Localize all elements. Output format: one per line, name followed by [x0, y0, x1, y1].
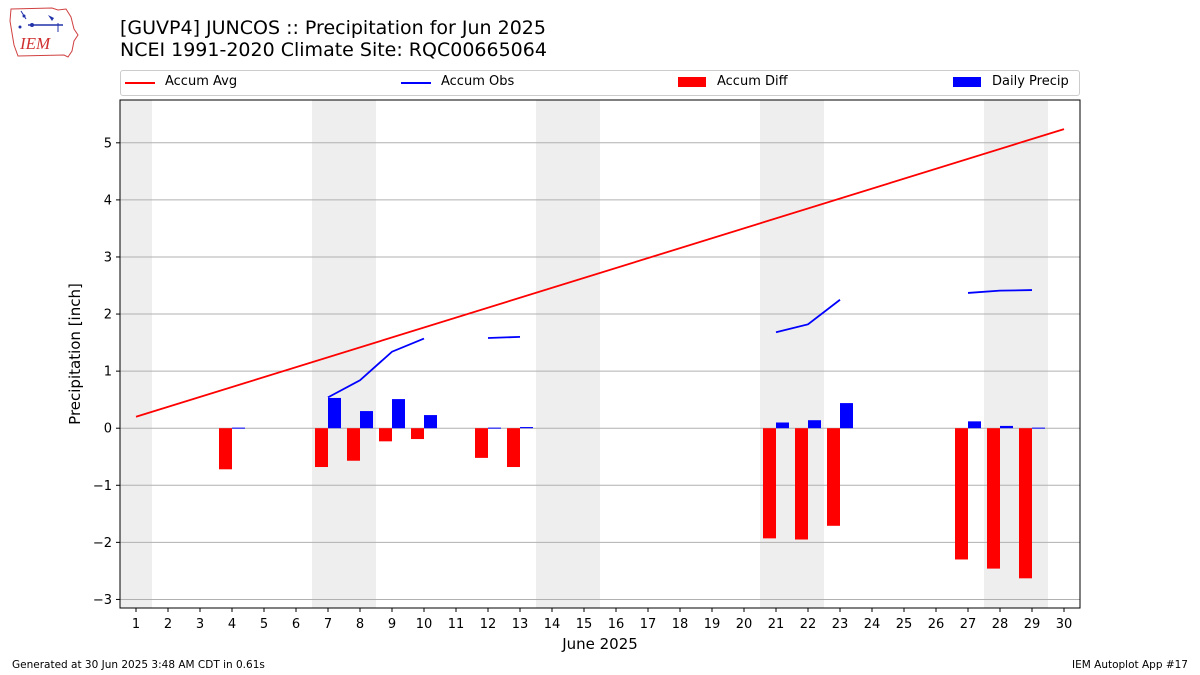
- accum-obs-line: [967, 289, 1033, 294]
- title-line-2: NCEI 1991-2020 Climate Site: RQC00665064: [120, 39, 547, 61]
- weekend-shade: [344, 100, 376, 608]
- accum-diff-bar: [987, 428, 1000, 569]
- weekend-shade: [568, 100, 600, 608]
- legend-swatch-accum-obs: [401, 82, 431, 84]
- footer-app: IEM Autoplot App #17: [1072, 659, 1188, 671]
- plot-frame: [119, 99, 1081, 609]
- x-tick-label: 25: [896, 617, 913, 632]
- x-tick-label: 14: [544, 617, 561, 632]
- accum-diff-bar: [795, 428, 808, 540]
- x-tick-label: 4: [228, 617, 236, 632]
- accum-obs-line: [775, 299, 841, 334]
- x-tick-label: 1: [132, 617, 140, 632]
- x-tick-label: 6: [292, 617, 300, 632]
- y-axis-label: Precipitation [inch]: [66, 283, 84, 425]
- x-tick-label: 10: [416, 617, 433, 632]
- accum-diff-bar: [475, 428, 488, 458]
- daily-precip-bar: [1032, 427, 1045, 429]
- y-tick-label: 4: [104, 193, 112, 208]
- accum-diff-bar: [411, 428, 424, 440]
- x-tick-label: 16: [608, 617, 625, 632]
- x-tick-label: 11: [448, 617, 465, 632]
- daily-precip-bar: [520, 427, 533, 429]
- daily-precip-bar: [232, 427, 245, 429]
- daily-precip-bar: [776, 422, 789, 429]
- x-tick-label: 5: [260, 617, 268, 632]
- x-tick-label: 21: [768, 617, 785, 632]
- accum-diff-bar: [1019, 428, 1032, 579]
- legend-swatch-accum-diff: [678, 77, 706, 87]
- y-tick-label: −3: [93, 593, 112, 608]
- x-tick-label: 26: [928, 617, 945, 632]
- accum-diff-bar: [955, 428, 968, 560]
- x-tick-label: 30: [1056, 617, 1073, 632]
- x-tick-label: 7: [324, 617, 332, 632]
- x-tick-label: 12: [480, 617, 497, 632]
- accum-avg-line: [135, 128, 1065, 418]
- legend-label-accum-avg: Accum Avg: [165, 74, 238, 89]
- y-tick-label: 1: [104, 365, 112, 380]
- legend-label-daily-precip: Daily Precip: [992, 74, 1069, 89]
- daily-precip-bar: [1000, 425, 1013, 429]
- daily-precip-bar: [840, 403, 853, 429]
- y-tick-label: 0: [104, 422, 112, 437]
- x-tick-label: 22: [800, 617, 817, 632]
- title-line-1: [GUVP4] JUNCOS :: Precipitation for Jun …: [120, 17, 546, 39]
- accum-diff-bar: [219, 428, 232, 470]
- x-tick-label: 28: [992, 617, 1009, 632]
- daily-precip-bar: [392, 399, 405, 429]
- legend: Accum Avg Accum Obs Accum Diff Daily Pre…: [120, 70, 1080, 96]
- y-tick-label: −1: [93, 479, 112, 494]
- legend-swatch-accum-avg: [125, 82, 155, 84]
- accum-diff-bar: [827, 428, 840, 526]
- x-tick-label: 13: [512, 617, 529, 632]
- x-tick-label: 18: [672, 617, 689, 632]
- daily-precip-bar: [488, 427, 501, 429]
- x-tick-label: 17: [640, 617, 657, 632]
- x-tick-label: 15: [576, 617, 593, 632]
- accum-diff-bar: [763, 428, 776, 539]
- legend-label-accum-diff: Accum Diff: [717, 74, 788, 89]
- legend-swatch-daily-precip: [953, 77, 981, 87]
- x-tick-label: 20: [736, 617, 753, 632]
- y-tick-label: 5: [104, 136, 112, 151]
- accum-obs-line: [327, 337, 425, 399]
- x-tick-label: 19: [704, 617, 721, 632]
- x-tick-label: 3: [196, 617, 204, 632]
- x-tick-label: 27: [960, 617, 977, 632]
- x-tick-label: 29: [1024, 617, 1041, 632]
- daily-precip-bar: [360, 411, 373, 429]
- daily-precip-bar: [968, 421, 981, 429]
- accum-diff-bar: [507, 428, 520, 468]
- footer-generated: Generated at 30 Jun 2025 3:48 AM CDT in …: [12, 659, 265, 671]
- iem-logo: IEM: [9, 7, 79, 58]
- weekend-shade: [120, 100, 152, 608]
- x-tick-label: 9: [388, 617, 396, 632]
- accum-obs-line: [487, 335, 521, 339]
- daily-precip-bar: [424, 415, 437, 429]
- x-tick-label: 23: [832, 617, 849, 632]
- y-tick-label: 3: [104, 250, 112, 265]
- y-tick-label: 2: [104, 308, 112, 323]
- accum-diff-bar: [347, 428, 360, 461]
- accum-diff-bar: [315, 428, 328, 468]
- x-tick-label: 8: [356, 617, 364, 632]
- daily-precip-bar: [328, 397, 341, 429]
- daily-precip-bar: [808, 420, 821, 429]
- y-tick-label: −2: [93, 536, 112, 551]
- weekend-shade: [536, 100, 568, 608]
- logo-text: IEM: [19, 34, 51, 53]
- accum-diff-bar: [379, 428, 392, 442]
- x-tick-label: 24: [864, 617, 881, 632]
- legend-label-accum-obs: Accum Obs: [441, 74, 515, 89]
- chart-title: [GUVP4] JUNCOS :: Precipitation for Jun …: [120, 17, 547, 61]
- x-tick-label: 2: [164, 617, 172, 632]
- x-axis-label: June 2025: [561, 635, 638, 653]
